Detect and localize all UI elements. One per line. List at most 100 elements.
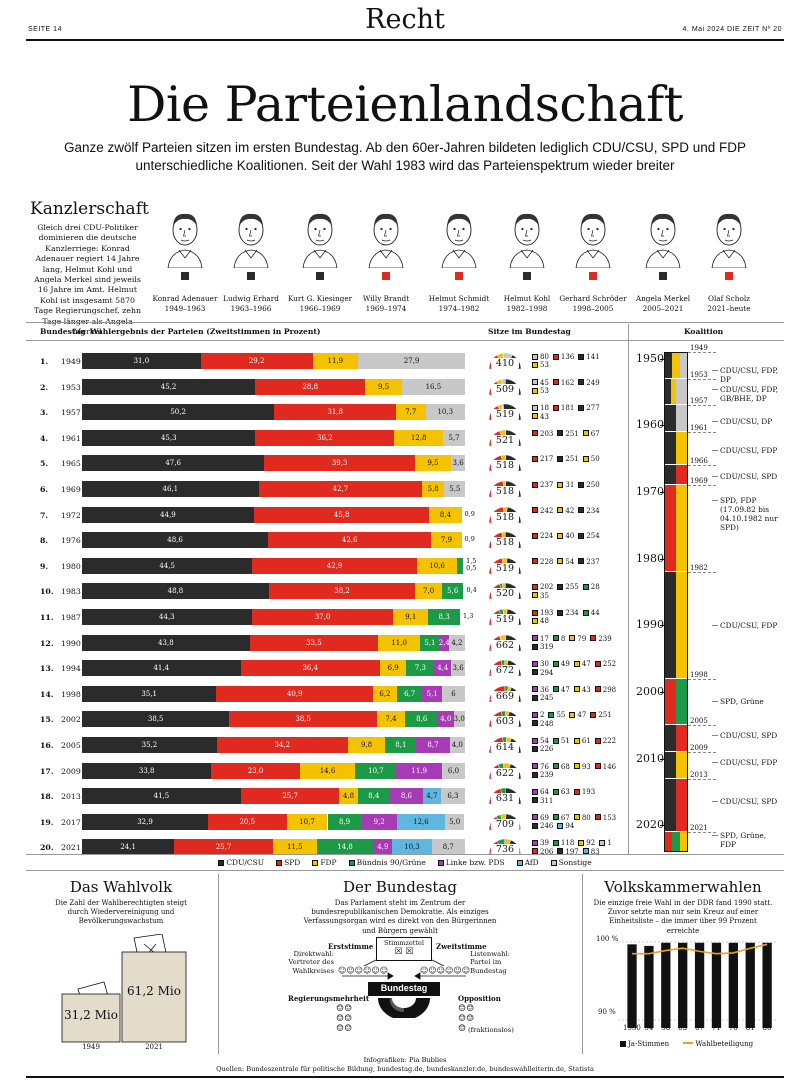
kanzler-name-5: Helmut Kohl <box>503 294 551 303</box>
vk-bar <box>644 945 654 1028</box>
coalition-band-fdp <box>676 485 687 572</box>
coalition-band-gruene <box>676 678 687 726</box>
seat-swatch <box>552 839 559 846</box>
seat-entry: 43 <box>573 686 591 694</box>
result-bar: 48,8 38,2 7,0 5,6 <box>82 583 465 600</box>
timeline-tick <box>660 758 664 760</box>
coalition-label: SPD, Grüne <box>720 697 764 706</box>
legend-swatch-fdp <box>312 859 319 866</box>
row-number: 19. <box>40 817 54 827</box>
seat-swatch <box>532 635 538 642</box>
seat-swatch <box>552 353 559 360</box>
vk-year-label: 63 <box>678 1024 688 1032</box>
seat-entry: 54 <box>557 558 574 566</box>
seat-entry: 162 <box>552 379 574 387</box>
bar-segment-sonstige: 5,5 <box>444 481 466 497</box>
result-bar: 32,9 20,5 10,7 8,9 9,2 12,6 5,0 <box>82 813 465 830</box>
row-year: 1965 <box>61 459 81 469</box>
row-number: 20. <box>40 843 54 853</box>
coalition-label: CDU/CSU, FDP <box>720 446 778 455</box>
row-year: 1990 <box>61 638 81 648</box>
row-year: 1994 <box>61 664 81 674</box>
regierung-people-icon: ☺☺ ☺☺ ☺☺ <box>336 1004 353 1034</box>
seat-entry: 237 <box>578 558 600 566</box>
portrait-drawing-icon <box>233 213 269 269</box>
timeline-tick <box>660 625 664 627</box>
seat-entry: 68 <box>552 763 570 771</box>
row-year: 2005 <box>61 741 81 750</box>
marker-line <box>688 378 716 380</box>
seat-entry: 80 <box>573 814 591 822</box>
coalition-label: CDU/CSU, FDP <box>720 758 778 767</box>
row-year: 2021 <box>61 843 81 853</box>
seat-swatch <box>532 387 538 394</box>
vk-bar <box>627 944 637 1028</box>
marker-year-2013: 2013 <box>690 770 708 779</box>
bar-segment-fdp: 5,8 <box>422 481 445 497</box>
legend-label: AfD <box>524 858 539 867</box>
seat-entry: 251 <box>557 455 579 463</box>
bar-segment-linke: 4,0 <box>438 711 454 728</box>
bar-segment-spd: 29,2 <box>200 353 313 369</box>
seat-swatch <box>594 660 601 667</box>
coalition-label: CDU/CSU, SPD <box>720 472 778 481</box>
seat-total: 709 <box>491 818 519 830</box>
row-number: 9. <box>40 561 49 571</box>
seat-total: 521 <box>491 434 519 446</box>
portrait-6 <box>570 206 616 269</box>
legend-item-spd: SPD <box>276 858 300 867</box>
seat-entry: 17 <box>532 635 549 643</box>
seat-entry: 63 <box>552 788 570 796</box>
coalition-label: CDU/CSU, FDP, GB/BHE, DP <box>720 385 779 403</box>
seat-entry: 246 <box>532 822 553 830</box>
erststimme-label: Erststimme <box>328 942 374 951</box>
seat-swatch <box>594 686 601 693</box>
seat-swatch <box>552 660 559 667</box>
bar-segment-sonstige: 3,0 <box>453 711 465 728</box>
bar-segment-linke: 5,1 <box>422 685 443 702</box>
marker-year-1969: 1969 <box>690 477 708 486</box>
marker-line <box>688 432 716 433</box>
bar-segment-fdp: 4,8 <box>339 788 358 805</box>
row-year: 1987 <box>61 613 81 622</box>
seat-entry: 80 <box>532 353 549 361</box>
portrait-drawing-icon <box>368 213 404 269</box>
portrait-drawing-icon <box>645 213 681 269</box>
seat-entry: 237 <box>532 481 553 489</box>
label-leader <box>712 801 718 802</box>
seat-swatch <box>548 711 555 718</box>
seat-entry: 48 <box>532 617 549 625</box>
seat-total: 518 <box>491 537 519 549</box>
seat-list: 36 47 43 298 245 <box>532 686 624 703</box>
marker-year-1966: 1966 <box>690 457 708 466</box>
row-year: 1953 <box>61 382 81 392</box>
coalition-label: CDU/CSU, FDP <box>720 621 778 630</box>
timeline-year-1980: 1980 <box>636 551 664 565</box>
seat-list: 217 251 50 <box>532 455 624 463</box>
party-marker-5 <box>523 272 531 280</box>
kanzler-years-5: 1982–1998 <box>506 304 548 313</box>
row-year: 1961 <box>61 433 81 443</box>
seat-entry: 49 <box>552 660 570 668</box>
kanzler-name-6: Gerhard Schröder <box>559 294 627 303</box>
seat-entry: 42 <box>557 507 574 515</box>
seat-entry: 47 <box>573 660 591 668</box>
legend-label: Bündnis 90/Grüne <box>356 858 426 867</box>
coalition-label: CDU/CSU, SPD <box>720 797 778 806</box>
coalition-band-sonstige <box>676 405 687 432</box>
marker-line <box>688 465 716 467</box>
bar-segment-fdp: 7,7 <box>396 404 426 421</box>
seat-entry: 36 <box>532 686 549 694</box>
stimmzettel-label: Stimmzettel <box>384 939 424 947</box>
bar-segment-cdu: 24,1 <box>82 839 175 856</box>
seat-entry: 224 <box>532 532 553 540</box>
seat-swatch <box>557 532 564 539</box>
seat-swatch <box>590 635 597 642</box>
party-marker-7 <box>659 272 667 280</box>
seat-list: 30 49 47 252 294 <box>532 660 624 677</box>
seat-swatch <box>532 361 538 368</box>
svg-text:☺☺☺☺☺☺: ☺☺☺☺☺☺ <box>338 966 388 975</box>
bar-segment-gruene: 10,7 <box>355 762 397 779</box>
timeline-tick <box>660 492 664 493</box>
coalition-band-cdu <box>665 352 673 379</box>
